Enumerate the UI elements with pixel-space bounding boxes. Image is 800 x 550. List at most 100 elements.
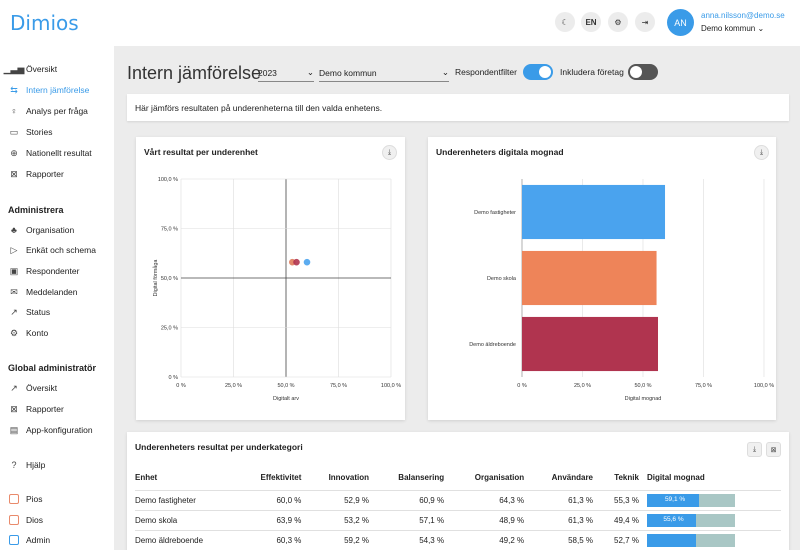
sidebar-item-global-oversikt[interactable]: ↗ Översikt [8, 381, 57, 395]
y-tick-label: 25,0 % [161, 326, 178, 332]
respondentfilter-toggle[interactable] [523, 64, 553, 80]
bar-chart: 0 % 25,0 % 50,0 % 75,0 % 100,0 % Digital mogn… [469, 179, 774, 402]
app-switch-admin[interactable]: Admin [8, 533, 50, 547]
user-email: anna.nilsson@demo.se [701, 11, 785, 20]
download-icon[interactable]: ⤓ [382, 145, 397, 160]
sidebar-item-label: Hjälp [26, 460, 46, 470]
envelope-icon: ✉ [10, 286, 18, 297]
globe-icon: ⊕ [10, 147, 18, 158]
sidebar-item-konto[interactable]: ⚙ Konto [8, 326, 48, 340]
table-row: Demo fastigheter 60,0 % 52,9 % 60,9 % 64,3 %… [135, 489, 781, 510]
column-header[interactable]: Organisation [474, 473, 525, 483]
column-header[interactable]: Enhet [135, 473, 158, 483]
column-header[interactable]: Teknik [614, 473, 639, 483]
pios-app-icon [9, 494, 19, 504]
chevron-down-icon: ⌄ [757, 24, 765, 33]
x-axis-label: Digitalt arv [273, 396, 299, 402]
cell-value: 60,3 % [241, 529, 310, 550]
sidebar-item-stories[interactable]: ▭ Stories [8, 125, 53, 139]
x-tick-label: 0 % [517, 383, 527, 389]
year-select[interactable]: 2023 ⌄ [258, 64, 314, 82]
cell-value: 61,3 % [532, 509, 602, 530]
sidebar-item-app-konfiguration[interactable]: ▤ App-konfiguration [8, 423, 93, 437]
sidebar-item-organisation[interactable]: ♣ Organisation [8, 223, 74, 237]
mognad-bar-label: 55,6 % [663, 515, 684, 523]
sidebar-item-label: Intern jämförelse [26, 85, 90, 95]
app-switch-dios[interactable]: Dios [8, 513, 43, 527]
sidebar-item-oversikt[interactable]: ▁▃▅ Översikt [4, 62, 58, 76]
x-tick-label: 25,0 % [225, 383, 242, 389]
sidebar-item-status[interactable]: ↗ Status [8, 305, 50, 319]
sidebar: ▁▃▅ Översikt ⇆ Intern jämförelse ♀ Analys p… [0, 46, 114, 550]
unit-select[interactable]: Demo kommun ⌄ [319, 64, 449, 82]
column-header[interactable]: Innovation [328, 473, 370, 483]
sidebar-item-respondenter[interactable]: ▣ Respondenter [8, 264, 80, 278]
column-header[interactable]: Effektivitet [260, 473, 302, 483]
mognad-bar-label: 59,1 % [664, 495, 686, 503]
help-icon: ? [11, 460, 17, 470]
cell-digital-mognad: 59,1 % [646, 489, 781, 510]
unit-select-value: Demo kommun [319, 67, 377, 78]
sidebar-item-label: Respondenter [26, 266, 80, 276]
x-tick-label: 100,0 % [754, 383, 774, 389]
sidebar-item-hjalp[interactable]: ? Hjälp [8, 458, 45, 472]
download-icon[interactable]: ⤓ [754, 145, 769, 160]
x-axis-label: Digital mognad [625, 396, 662, 402]
y-axis-label: Digital förmåga [152, 259, 159, 297]
cell-value: 59,2 % [309, 529, 378, 550]
sidebar-item-label: Enkät och schema [26, 245, 96, 255]
sidebar-item-enkat[interactable]: ▷ Enkät och schema [8, 243, 96, 257]
moon-icon[interactable]: ☾ [555, 12, 575, 32]
book-icon: ▭ [9, 126, 19, 137]
bar-card: Underenheters digitala mognad ⤓ 0 % 25,0 … [428, 137, 776, 420]
sidebar-item-rapporter[interactable]: ⊠ Rapporter [8, 167, 64, 181]
language-button[interactable]: EN [581, 12, 601, 32]
sidebar-item-intern-jamforelse[interactable]: ⇆ Intern jämförelse [8, 83, 89, 97]
app-switch-pios[interactable]: Pios [8, 492, 43, 506]
cell-enhet: Demo skola [135, 509, 242, 530]
column-header[interactable]: Digital mognad [646, 473, 705, 483]
column-header[interactable]: Balansering [398, 473, 445, 483]
logout-icon[interactable]: ⇥ [635, 12, 655, 32]
column-header[interactable]: Användare [551, 473, 594, 483]
y-tick-label: 0 % [169, 375, 179, 381]
org-selector-label: Demo kommun [701, 24, 756, 33]
cell-value: 48,9 % [452, 509, 533, 530]
y-tick-label: 100,0 % [158, 177, 178, 183]
cell-value: 54,3 % [377, 529, 453, 550]
sidebar-item-analys[interactable]: ♀ Analys per fråga [8, 104, 88, 118]
cell-value: 64,3 % [452, 489, 533, 510]
excel-icon[interactable]: ⊠ [766, 442, 781, 457]
sidebar-item-label: Nationellt resultat [26, 148, 92, 158]
main-content: Intern jämförelse 2023 ⌄ Demo kommun ⌄ Res… [114, 46, 800, 550]
sidebar-item-meddelanden[interactable]: ✉ Meddelanden [8, 285, 77, 299]
x-tick-label: 0 % [176, 383, 186, 389]
include-companies-toggle[interactable] [628, 64, 658, 80]
cell-value: 52,9 % [309, 489, 378, 510]
avatar[interactable]: AN [667, 9, 694, 36]
scatter-point [303, 258, 311, 266]
mognad-bar-fill [646, 513, 696, 527]
sidebar-item-label: App-konfiguration [26, 425, 93, 435]
app-logo[interactable]: Dimios [10, 11, 79, 35]
info-banner: Här jämförs resultaten på underenheterna… [127, 94, 789, 121]
cell-value: 52,7 % [601, 529, 647, 550]
play-icon: ▷ [10, 244, 18, 255]
category-label: Demo fastigheter [474, 210, 516, 216]
gear-icon: ⚙ [9, 327, 19, 338]
mognad-bar [646, 533, 735, 547]
org-selector[interactable]: Demo kommun ⌄ [701, 24, 764, 33]
sidebar-item-nationellt[interactable]: ⊕ Nationellt resultat [8, 146, 92, 160]
x-tick-label: 75,0 % [695, 383, 712, 389]
download-icon[interactable]: ⤓ [747, 442, 762, 457]
bar-card-title: Underenheters digitala mognad [436, 147, 564, 157]
trend-line-icon: ↗ [10, 382, 18, 393]
trend-line-icon: ↗ [10, 306, 18, 317]
cell-value: 53,2 % [309, 509, 378, 530]
scatter-chart: 0 % 25,0 % 50,0 % 75,0 % 100,0 % 0 % 25,0 % 50,… [152, 177, 401, 402]
x-tick-label: 75,0 % [330, 383, 347, 389]
sidebar-item-global-rapporter[interactable]: ⊠ Rapporter [8, 402, 64, 416]
cell-enhet: Demo äldreboende [135, 529, 242, 550]
gear-icon[interactable]: ⚙ [608, 12, 628, 32]
app-label: Dios [26, 515, 44, 525]
